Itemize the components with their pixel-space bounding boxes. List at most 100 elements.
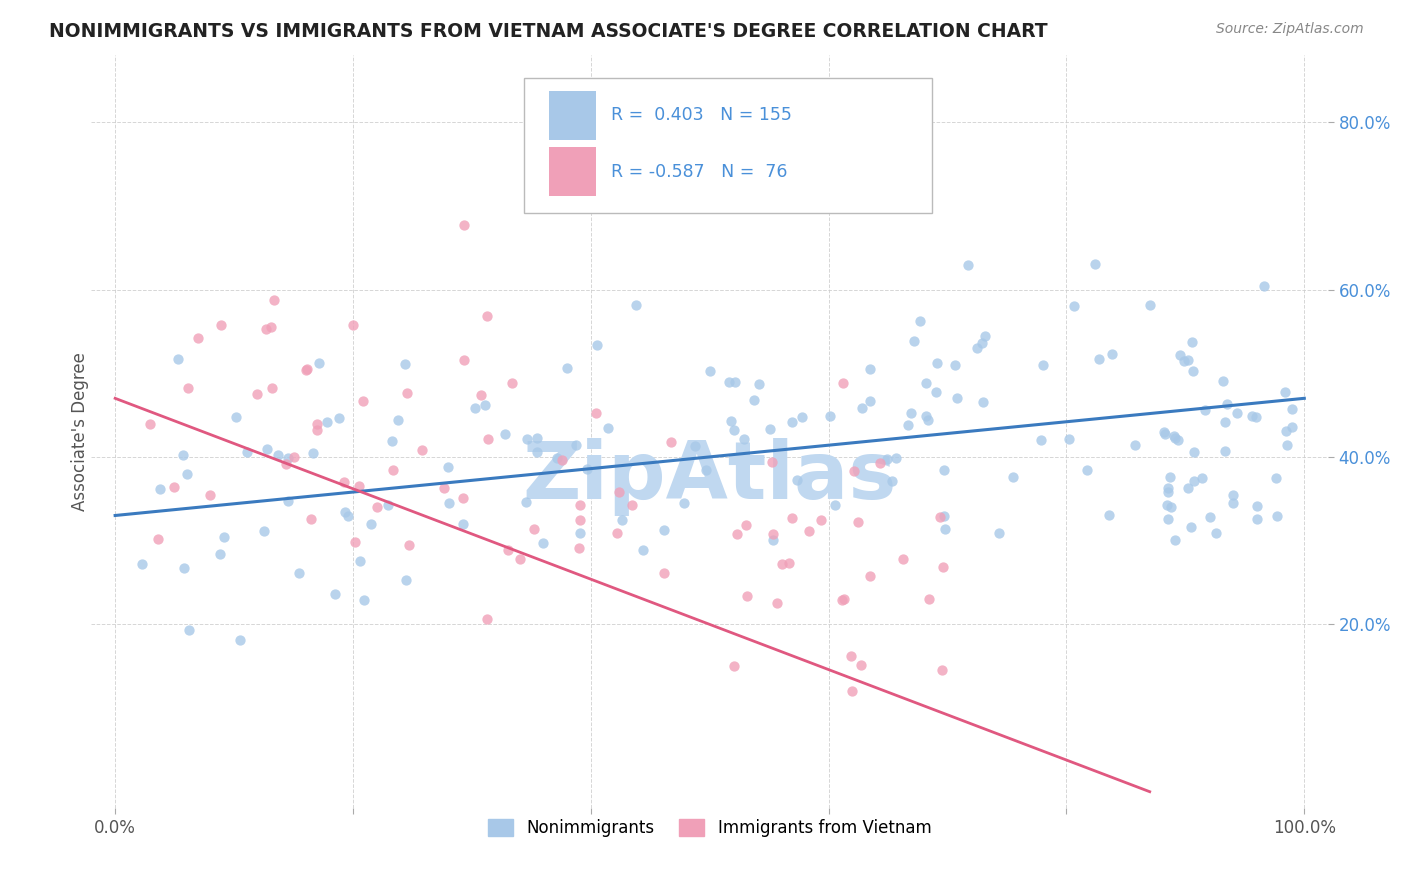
Point [173,561,195,575]
Point [770,557,793,571]
Point [464,401,486,415]
Point [970,335,993,350]
Point [1274,424,1296,438]
Point [1123,438,1146,452]
Point [172,448,194,462]
Point [1281,401,1303,416]
Point [526,445,548,459]
Point [1088,352,1111,367]
Point [1177,352,1199,367]
Point [934,463,956,477]
Point [1031,434,1053,448]
Point [146,533,169,547]
Point [946,391,969,405]
Point [229,632,252,647]
Point [876,452,898,467]
Point [1264,471,1286,485]
Point [295,363,318,377]
Point [699,364,721,378]
Point [900,405,922,419]
Point [1213,444,1236,458]
Point [177,381,200,395]
Point [437,460,460,475]
Point [352,393,374,408]
Point [1139,298,1161,312]
Point [1226,406,1249,420]
Point [626,298,648,312]
Point [453,218,475,232]
Point [585,338,607,352]
Point [725,526,748,541]
Point [831,593,853,607]
Point [295,361,318,376]
Point [654,566,676,581]
Point [283,450,305,464]
Point [1241,409,1264,424]
Point [832,376,855,391]
Point [934,523,956,537]
Point [366,500,388,515]
Point [225,409,247,424]
FancyBboxPatch shape [548,91,596,140]
Point [177,624,200,638]
Point [1253,279,1275,293]
Point [717,375,740,389]
Point [1164,431,1187,445]
Point [453,517,475,532]
Point [925,356,948,370]
Point [1057,433,1080,447]
Point [381,463,404,477]
Y-axis label: Associate's Degree: Associate's Degree [72,352,89,511]
Point [332,475,354,490]
Point [337,509,360,524]
Point [163,480,186,494]
Point [1213,415,1236,429]
Point [1170,348,1192,362]
Point [974,329,997,343]
Point [1198,509,1220,524]
Point [1222,495,1244,509]
Text: NONIMMIGRANTS VS IMMIGRANTS FROM VIETNAM ASSOCIATE'S DEGREE CORRELATION CHART: NONIMMIGRANTS VS IMMIGRANTS FROM VIETNAM… [49,22,1047,41]
Point [568,541,591,556]
Point [1076,463,1098,477]
Point [1084,257,1107,271]
Point [308,356,330,370]
Point [550,452,572,467]
Point [557,360,579,375]
Point [723,423,745,437]
Point [411,443,433,458]
Point [742,393,765,408]
Point [209,318,232,333]
Point [735,589,758,603]
Point [349,479,371,493]
Point [1159,469,1181,483]
Point [1182,474,1205,488]
Point [673,496,696,510]
Point [256,442,278,457]
Point [360,517,382,532]
Point [453,353,475,368]
Point [564,437,586,451]
Point [474,398,496,412]
Point [246,386,269,401]
Point [523,522,546,536]
Point [333,505,356,519]
Point [925,384,948,399]
Point [328,410,350,425]
Point [576,462,599,476]
Legend: Nonimmigrants, Immigrants from Vietnam: Nonimmigrants, Immigrants from Vietnam [479,811,939,846]
Point [262,381,284,395]
Point [607,485,630,500]
Point [1216,396,1239,410]
Point [1002,470,1025,484]
Point [695,463,717,477]
Point [891,551,914,566]
Point [869,456,891,470]
Point [1032,359,1054,373]
Point [433,481,456,495]
Point [377,498,399,512]
Point [323,587,346,601]
Point [253,524,276,538]
Point [395,573,418,587]
Point [918,591,941,606]
